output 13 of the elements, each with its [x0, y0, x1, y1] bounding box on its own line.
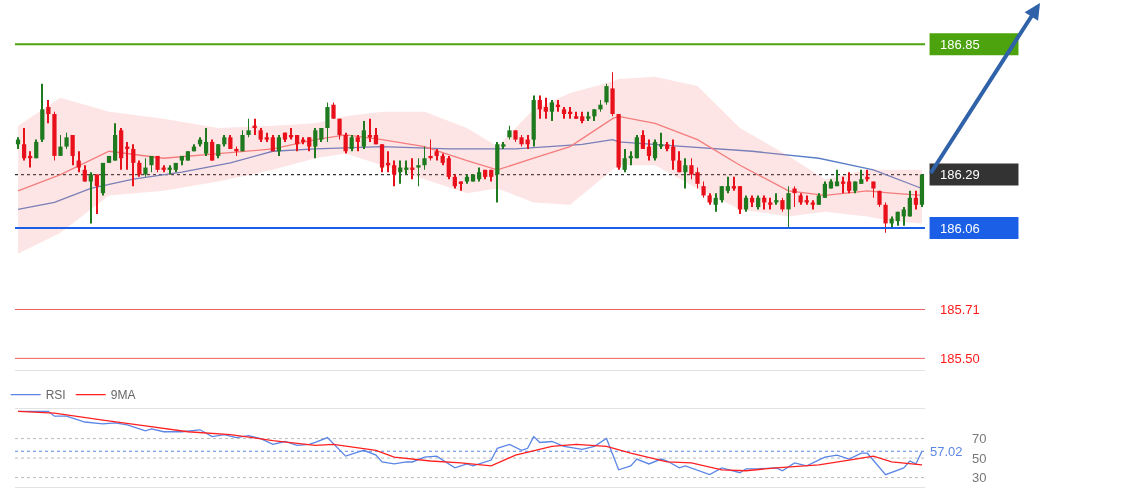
- line-series: [17, 115, 923, 197]
- y-tick-label: 185.50: [940, 350, 980, 366]
- y-tick-label: 70: [972, 431, 987, 447]
- y-tick-label: 186.85: [940, 36, 980, 52]
- legend-label: 9MA: [110, 388, 136, 403]
- y-tick-label: 186.06: [940, 220, 980, 236]
- candlestick: [428, 139, 433, 161]
- legend-label: RSI: [45, 388, 66, 403]
- y-tick-label: 50: [972, 450, 987, 466]
- ref-line-label: 57.02: [930, 444, 963, 459]
- y-tick-label: 30: [972, 470, 987, 486]
- y-tick-label: 185.71: [940, 302, 980, 318]
- y-tick-label: 186.29: [940, 167, 980, 183]
